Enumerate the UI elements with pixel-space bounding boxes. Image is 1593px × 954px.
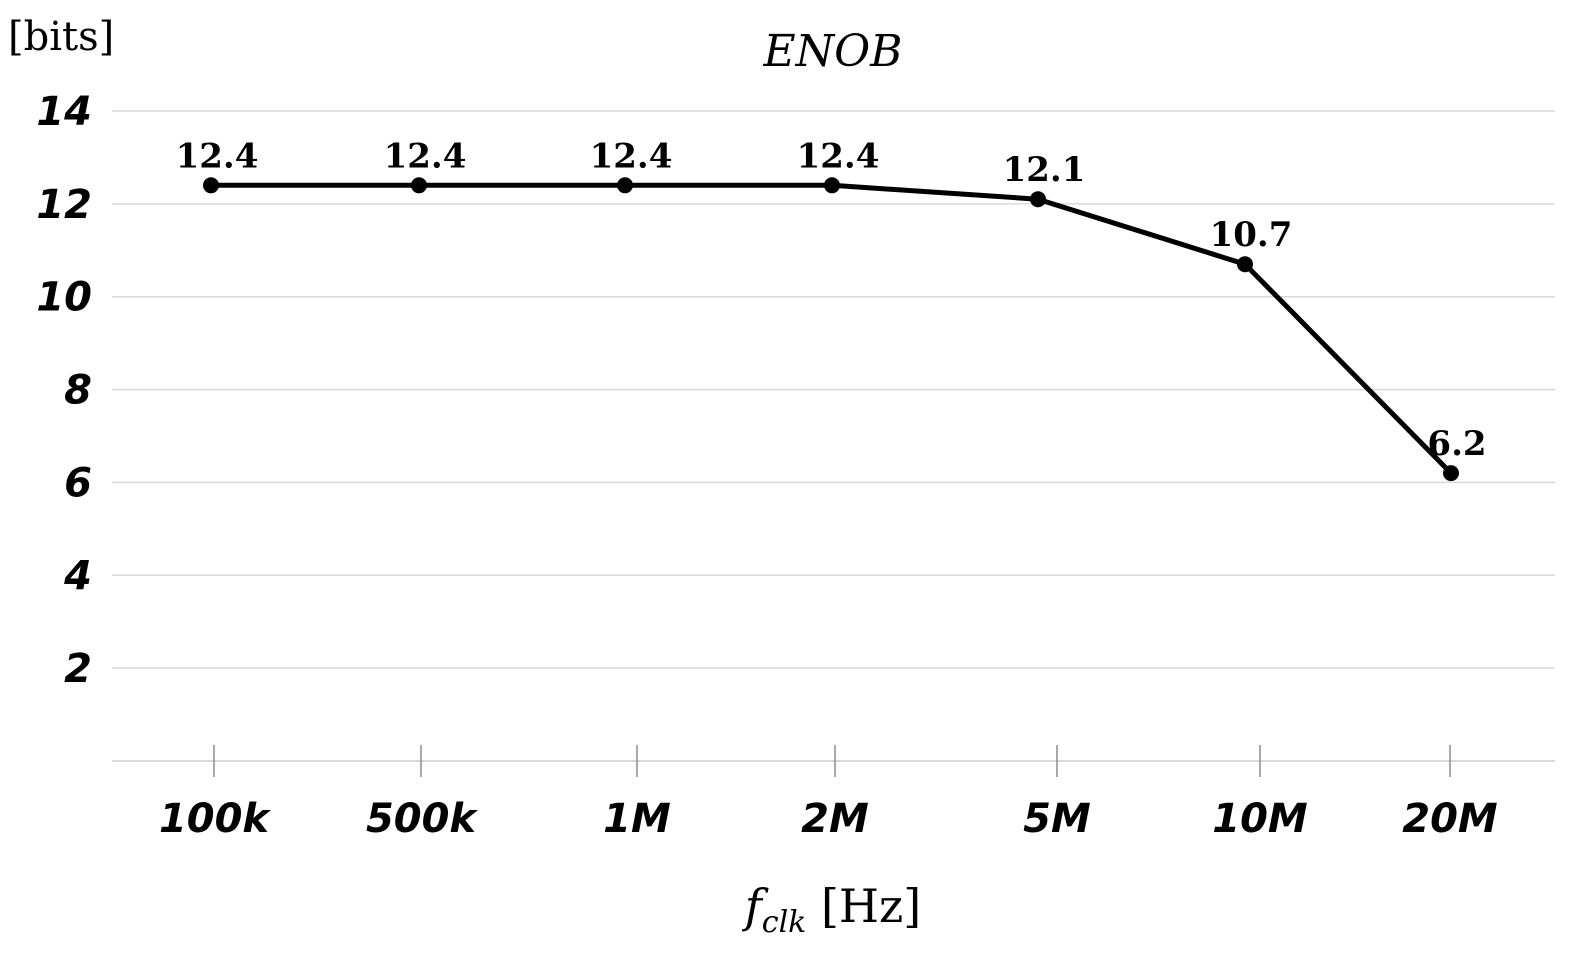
x-tick-labels: 100k 500k 1M 2M 5M 10M 20M (159, 796, 1498, 842)
chart-title: ENOB (762, 26, 902, 77)
y-tick-label: 14 (36, 89, 92, 135)
y-tick-label: 4 (63, 553, 92, 599)
data-label: 12.4 (590, 136, 673, 176)
x-tick-label: 20M (1402, 796, 1497, 842)
y-tick-label: 2 (64, 646, 92, 692)
x-tick-label: 500k (366, 796, 478, 842)
data-label: 12.4 (384, 136, 467, 176)
y-tick-label: 6 (64, 460, 92, 506)
data-point (617, 177, 633, 194)
series-line (203, 177, 1459, 482)
data-label: 12.4 (176, 136, 259, 176)
data-label: 10.7 (1210, 215, 1293, 255)
y-axis-unit: [bits] (8, 14, 114, 60)
data-point (1237, 256, 1253, 273)
data-point (1030, 191, 1046, 208)
data-point (824, 177, 840, 194)
x-axis (112, 745, 1555, 777)
data-point (1443, 465, 1459, 482)
data-point (411, 177, 427, 194)
data-label: 6.2 (1427, 424, 1486, 464)
y-tick-label: 8 (64, 368, 92, 414)
data-label: 12.4 (797, 136, 880, 176)
y-tick-labels: 2 4 6 8 10 12 14 (36, 89, 92, 692)
data-labels: 12.4 12.4 12.4 12.4 12.1 10.7 6.2 (176, 136, 1487, 464)
y-tick-label: 10 (36, 275, 92, 321)
y-tick-label: 12 (36, 182, 92, 228)
x-tick-label: 5M (1023, 796, 1091, 842)
data-label: 12.1 (1003, 150, 1086, 190)
x-axis-label: fclk [Hz] (742, 879, 921, 940)
x-tick-label: 2M (801, 796, 869, 842)
gridlines (112, 110, 1555, 669)
x-tick-label: 1M (603, 796, 671, 842)
x-tick-label: 10M (1212, 796, 1307, 842)
x-tick-label: 100k (159, 796, 271, 842)
data-point (203, 177, 219, 194)
